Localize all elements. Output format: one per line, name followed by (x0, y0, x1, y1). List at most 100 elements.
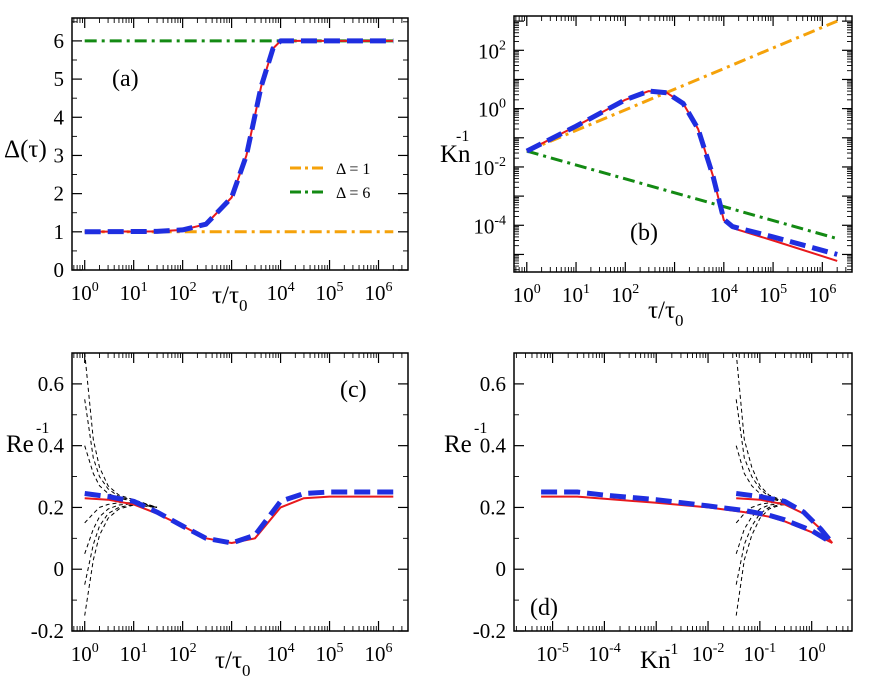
x-tick-label-c: 105 (316, 641, 344, 666)
panel-b: 100 101 102 104 105 106 10-4 10-2 100 102 (b) Kn-… (440, 15, 853, 330)
ticks-b: 100 101 102 104 105 106 10-4 10-2 100 102 (473, 16, 853, 307)
panel-label-d: (d) (530, 595, 558, 621)
y-tick-label-b: 100 (478, 97, 506, 122)
y-label-main-b: Kn (440, 141, 471, 168)
series-line-c-trajectory-2 (84, 399, 158, 508)
series-line-b-kn-1-solution-dashed- (525, 88, 838, 257)
y-label-sup-b: -1 (456, 128, 469, 145)
y-label-sup-c: -1 (36, 420, 49, 437)
y-tick-label-b: 102 (478, 38, 506, 63)
x-axis-label-c: τ/τ0 (215, 647, 251, 680)
series-line-b-kn-1-solution (526, 90, 838, 262)
y-tick-label-c: -0.2 (31, 619, 64, 643)
y-tick-label-d: 0.6 (480, 372, 506, 396)
series-line-d-trajectory-2 (735, 399, 792, 505)
x-axis-label-b: τ/τ0 (648, 297, 684, 330)
x-tick-label-a: 106 (365, 280, 393, 305)
series-line-a--solution (84, 39, 394, 233)
y-tick-label-a: 0 (54, 258, 65, 282)
x-tick-label-b: 105 (759, 282, 787, 307)
series-line-d-solution-late-time-branch (541, 489, 834, 546)
legend-a: Δ = 1 Δ = 6 (290, 161, 370, 202)
y-label-sup-d: -1 (474, 420, 487, 437)
x-tick-label-d: 10-4 (588, 641, 621, 666)
y-axis-label-a: Δ(τ) (4, 136, 47, 163)
x-tick-label-d: 10-2 (692, 641, 725, 666)
y-label-main-c: Re (6, 431, 34, 458)
ticks-a: 100 101 102 104 105 106 0 1 2 3 4 5 6 (54, 18, 409, 305)
panel-d: 10-5 10-4 10-2 10-1 100 -0.2 0 0.2 0.4 0.6 (d) Re… (444, 352, 853, 674)
y-tick-label-d: 0.4 (480, 434, 507, 458)
x-tick-label-b: 102 (611, 282, 639, 307)
x-tick-label-b: 104 (710, 282, 738, 307)
y-axis-label-c: Re-1 (6, 420, 49, 458)
series-line-c-solution (84, 489, 394, 546)
x-axis-label-d: Kn-1 (640, 641, 678, 674)
x-tick-label-d: 10-1 (744, 641, 777, 666)
x-tick-label-c: 102 (169, 641, 197, 666)
series-group-b (525, 19, 838, 262)
plot-area-c (84, 353, 394, 616)
panel-label-a: (a) (112, 66, 139, 92)
axes-frame-c (71, 352, 409, 632)
y-tick-label-a: 3 (54, 143, 65, 167)
series-line-b--6 (526, 149, 838, 241)
x-tick-label-c: 106 (365, 641, 393, 666)
y-tick-label-c: 0.6 (38, 372, 64, 396)
y-tick-label-d: 0.2 (480, 495, 506, 519)
y-tick-label-a: 4 (54, 105, 65, 129)
y-tick-label-c: 0.4 (38, 434, 65, 458)
x-label-sup-d: -1 (665, 641, 678, 658)
x-label-main-a: τ/τ (212, 282, 239, 309)
y-axis-label-b: Kn-1 (440, 128, 471, 168)
x-tick-label-c: 104 (267, 641, 295, 666)
x-tick-label-a: 102 (169, 280, 197, 305)
plot-area-a (84, 38, 394, 235)
series-line-c-trajectory-6 (84, 503, 158, 585)
panel-c: 100 101 102 104 105 106 -0.2 0 0.2 0.4 0.6 (c) Re-… (6, 352, 409, 680)
series-line-c-trajectory-3 (84, 445, 158, 508)
series-line-d-trajectory-3 (735, 445, 792, 505)
y-tick-label-a: 1 (54, 220, 65, 244)
x-tick-label-a: 100 (71, 280, 99, 305)
legend-label-delta1: Δ = 1 (336, 161, 370, 178)
x-tick-label-a: 104 (267, 280, 295, 305)
legend-label-delta6: Δ = 6 (336, 185, 370, 202)
y-tick-label-b: 10-2 (473, 155, 506, 180)
x-label-sub-a: 0 (239, 296, 248, 315)
axes-frame-b (513, 15, 853, 273)
plot-area-d (541, 353, 835, 616)
x-tick-label-a: 101 (120, 280, 148, 305)
x-label-main-d: Kn (640, 647, 671, 674)
series-line-d-trajectory-1 (735, 353, 792, 505)
panel-label-c: (c) (340, 377, 367, 403)
series-group-a (84, 38, 394, 235)
x-label-sub-b: 0 (675, 311, 684, 330)
y-tick-label-a: 5 (54, 67, 65, 91)
y-tick-label-c: 0 (54, 557, 65, 581)
x-tick-label-b: 106 (808, 282, 836, 307)
y-tick-label-a: 6 (54, 29, 65, 53)
x-tick-label-a: 105 (316, 280, 344, 305)
x-label-sub-c: 0 (242, 661, 251, 680)
axes-frame-d (513, 352, 853, 632)
y-tick-label-d: -0.2 (473, 619, 506, 643)
x-tick-label-c: 101 (120, 641, 148, 666)
x-tick-label-d: 100 (798, 641, 826, 666)
x-axis-label-a: τ/τ0 (212, 282, 248, 315)
series-line-b--1 (526, 19, 838, 153)
series-group-c (84, 353, 394, 616)
y-tick-label-d: 0 (496, 557, 507, 581)
series-line-c-attractor (84, 495, 394, 544)
y-tick-label-a: 2 (54, 182, 65, 206)
series-line-c-trajectory-7 (84, 504, 158, 616)
x-label-main-b: τ/τ (648, 297, 675, 324)
series-group-d (541, 353, 835, 616)
y-tick-label-c: 0.2 (38, 495, 64, 519)
x-tick-label-b: 101 (562, 282, 590, 307)
series-line-c-trajectory-1 (84, 353, 158, 508)
y-axis-label-d: Re-1 (444, 420, 487, 458)
x-tick-label-b: 100 (513, 282, 541, 307)
